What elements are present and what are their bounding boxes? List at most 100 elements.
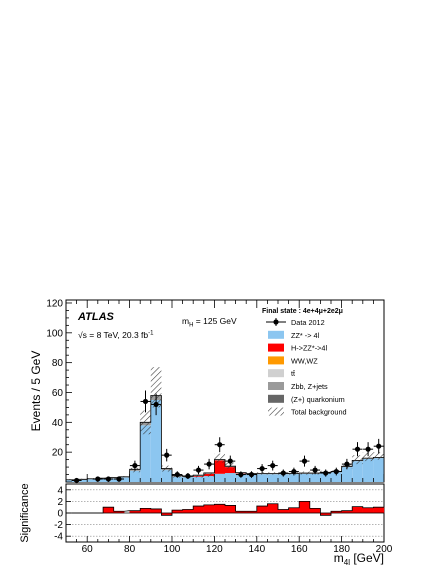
bar-series0-bin28 <box>362 458 374 482</box>
legend-swatch-2 <box>268 343 284 352</box>
bar-series0-bin7 <box>140 425 151 482</box>
bar-series1-bin15 <box>225 467 236 474</box>
sig-bar-18 <box>277 509 289 514</box>
y-tick-label-120: 120 <box>46 298 63 309</box>
legend-data-marker <box>273 319 279 325</box>
hatch-bin9 <box>161 465 172 472</box>
hatch-bin28 <box>362 452 374 462</box>
bar-series0-bin0 <box>66 480 77 482</box>
sig-bar-21 <box>309 508 321 514</box>
bar-series0-bin23 <box>309 473 321 482</box>
x-tick-label-140: 140 <box>248 544 265 555</box>
data-point-6 <box>153 401 159 408</box>
data-point-23 <box>333 468 339 475</box>
bar-series0-bin10 <box>172 476 183 482</box>
x-axis: 60 80 100 120 140 160 180 200 <box>65 536 393 555</box>
data-point-4 <box>132 462 138 469</box>
data-point-22 <box>323 470 329 476</box>
sig-outline <box>71 501 384 516</box>
x-tick-label-200: 200 <box>376 544 393 555</box>
bar-series0-bin27 <box>352 461 363 482</box>
data-point-7 <box>164 452 170 458</box>
legend-label-5: Zbb, Z+jets <box>291 382 328 391</box>
bar-series0-bin14 <box>214 473 225 482</box>
sig-y-tick-label-2: 2 <box>57 497 63 508</box>
bar-series0-bin20 <box>278 474 289 482</box>
hatch-bin0 <box>66 479 77 481</box>
bar-series0-bin26 <box>341 467 353 482</box>
legend-swatch-1 <box>268 330 284 339</box>
legend-swatch-6 <box>268 394 284 403</box>
hatch-bin18 <box>256 472 268 475</box>
significance-axis-label: Significance <box>19 483 31 542</box>
data-point-8 <box>174 471 180 478</box>
hatch-bin8 <box>150 367 162 408</box>
bar-series0-bin19 <box>267 474 278 482</box>
main-x-axis-ticks <box>65 300 385 482</box>
data-point-17 <box>270 462 276 469</box>
x-tick-label-160: 160 <box>291 544 308 555</box>
bar-series0-bin21 <box>288 474 300 482</box>
legend-label-0: Data 2012 <box>291 318 325 327</box>
data-point-10 <box>195 467 202 473</box>
sig-y-tick-label--2: -2 <box>54 520 63 531</box>
x-tick-label-80: 80 <box>124 544 136 555</box>
bar-series1-bin14 <box>214 460 225 474</box>
bar-series0-bin3 <box>97 478 109 482</box>
hatch-bin4 <box>108 476 119 479</box>
x-tick-label-60: 60 <box>82 544 94 555</box>
legend-label-6: (Z+) quarkonium <box>291 395 345 404</box>
sig-bar-27 <box>373 507 385 514</box>
hatch-bin27 <box>352 455 363 465</box>
legend-label-7: Total background <box>291 408 347 417</box>
bar-series0-bin16 <box>235 473 247 482</box>
data-point-25 <box>354 446 361 452</box>
hatch-bin13 <box>203 473 215 477</box>
data-point-11 <box>206 461 212 467</box>
legend-swatch-5 <box>268 382 284 390</box>
bar-series0-bin29 <box>373 458 384 482</box>
hatch-bin29 <box>373 452 384 460</box>
hatch-bin1 <box>76 478 88 480</box>
data-point-16 <box>259 465 265 472</box>
sig-bar-25 <box>352 506 363 514</box>
bar-series0-bin4 <box>108 478 119 482</box>
hatch-bin14 <box>214 453 225 463</box>
y-tick-label-40: 40 <box>52 418 64 429</box>
data-point-26 <box>365 446 371 452</box>
sig-bar-26 <box>362 507 374 514</box>
sig-bar-16 <box>256 505 268 514</box>
significance-bars <box>66 501 385 516</box>
data-point-12 <box>217 442 223 448</box>
x-tick-label-180: 180 <box>333 544 350 555</box>
bar-series0-bin18 <box>256 474 268 482</box>
y-tick-label-80: 80 <box>52 358 64 369</box>
data-point-20 <box>301 458 308 464</box>
legend-label-4: tt̄ <box>291 369 295 378</box>
legend-swatch-4 <box>268 369 284 378</box>
main-panel: 20 40 60 80 100 120 <box>46 298 385 484</box>
sig-bar-5 <box>140 508 151 514</box>
bar-series0-bin12 <box>193 476 204 482</box>
data-point-21 <box>312 467 318 473</box>
x-tick-label-120: 120 <box>206 544 223 555</box>
sig-bar-9 <box>182 509 194 514</box>
hatch-bin12 <box>193 474 204 478</box>
hatch-bin7 <box>140 410 151 435</box>
y-tick-label-20: 20 <box>52 448 64 459</box>
bar-series0-bin15 <box>225 473 236 482</box>
sig-bar-19 <box>288 507 300 514</box>
data-point-18 <box>280 470 286 476</box>
sig-y-tick-label-4: 4 <box>57 485 63 496</box>
bar-series0-bin25 <box>331 472 342 482</box>
data-point-13 <box>227 458 233 464</box>
y-tick-label-100: 100 <box>46 328 63 339</box>
legend-label-3: WW,WZ <box>291 356 318 365</box>
bar-series0-bin9 <box>161 470 172 482</box>
x-axis-label: m4l [GeV] <box>334 551 384 565</box>
data-point-19 <box>291 468 297 475</box>
final-state-label: Final state : 4e+4μ+2e2μ <box>262 308 343 315</box>
bar-series0-bin22 <box>299 473 310 482</box>
